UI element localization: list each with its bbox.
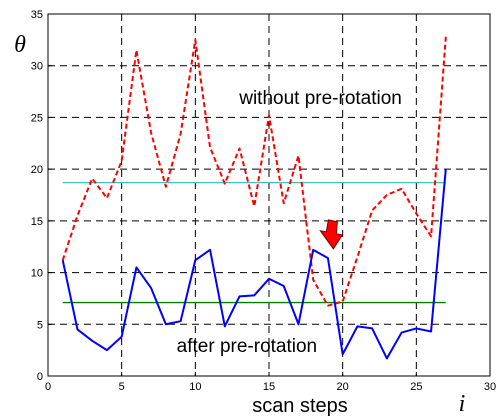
x-tick-label: 25 — [410, 381, 422, 393]
tick-labels: 0 5 10 15 20 25 30 0 5 10 15 20 25 30 35 — [31, 9, 496, 393]
x-tick-label: 10 — [189, 381, 201, 393]
x-axis-label: scan steps — [252, 395, 348, 417]
y-tick-label: 20 — [31, 164, 43, 176]
series-after-pre-rotation — [61, 169, 447, 360]
y-tick-label: 5 — [37, 319, 43, 331]
reference-lines — [62, 181, 446, 304]
x-tick-label: 5 — [119, 381, 125, 393]
y-tick-label: 0 — [37, 371, 43, 383]
series-lines — [61, 36, 447, 360]
series-without-pre-rotation — [61, 36, 447, 307]
y-tick-label: 10 — [31, 268, 43, 280]
x-axis-symbol: i — [459, 391, 466, 417]
y-axis-label: θ — [14, 32, 26, 58]
plot-frame — [47, 13, 491, 377]
x-tick-label: 15 — [263, 381, 275, 393]
arrow-marker — [319, 219, 344, 250]
arrow-icon — [319, 219, 344, 250]
annotation-after-pre-rotation: after pre-rotation — [177, 336, 317, 357]
y-tick-label: 30 — [31, 61, 43, 73]
x-tick-label: 20 — [337, 381, 349, 393]
x-tick-label: 0 — [45, 381, 51, 393]
y-tick-label: 25 — [31, 112, 43, 124]
annotation-without-pre-rotation: without pre-rotation — [238, 88, 402, 109]
y-tick-label: 35 — [31, 9, 43, 21]
y-tick-label: 15 — [31, 216, 43, 228]
grid — [48, 14, 490, 376]
x-tick-label: 30 — [484, 381, 496, 393]
